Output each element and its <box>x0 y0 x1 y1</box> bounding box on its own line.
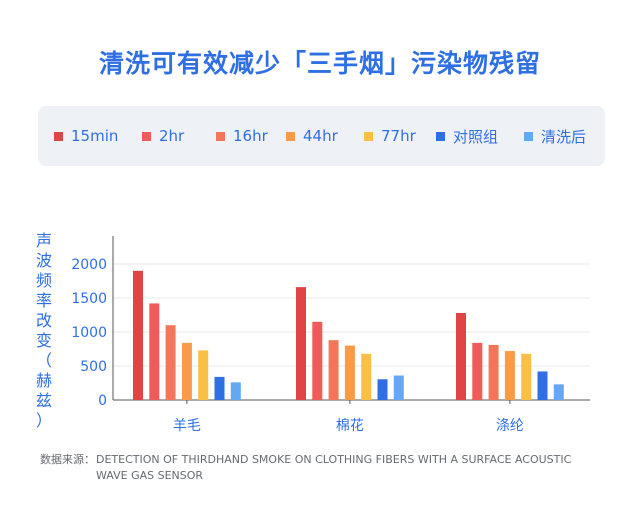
x-tick-label: 涤纶 <box>496 418 524 434</box>
y-tick-label: 0 <box>98 393 107 409</box>
bar <box>393 375 404 400</box>
y-tick-label: 1500 <box>71 291 107 307</box>
x-tick-label: 羊毛 <box>173 418 201 434</box>
legend-label: 2hr <box>159 127 185 145</box>
bar <box>344 345 355 400</box>
bar <box>198 350 209 400</box>
legend-swatch <box>524 131 533 141</box>
bar <box>165 325 176 400</box>
legend-swatch <box>54 131 63 141</box>
legend-item: 15min <box>54 106 118 166</box>
bar <box>504 351 515 400</box>
legend-item: 对照组 <box>436 106 498 166</box>
source-label: 数据来源： <box>40 453 95 466</box>
legend: 15min 2hr 16hr 44hr 77hr 对照组 清洗后 <box>38 106 605 166</box>
legend-item: 清洗后 <box>524 106 586 166</box>
bar <box>456 312 466 400</box>
bar <box>553 384 564 400</box>
y-tick-label: 1000 <box>71 325 107 341</box>
bar <box>149 303 160 400</box>
bar <box>488 344 499 400</box>
bar <box>521 353 532 400</box>
y-axis-label: 声波频率改变（赫兹） <box>36 231 52 430</box>
x-tick-label: 棉花 <box>336 417 364 434</box>
bar <box>296 287 306 400</box>
chart-title: 清洗可有效减少「三手烟」污染物残留 <box>98 49 541 78</box>
source-text: DETECTION OF THIRDHAND SMOKE ON CLOTHING… <box>96 453 572 482</box>
legend-swatch <box>142 131 151 141</box>
bar <box>230 382 241 400</box>
y-tick-label: 500 <box>80 359 107 375</box>
legend-swatch <box>436 131 445 141</box>
bar <box>377 379 388 400</box>
legend-label: 44hr <box>303 127 338 145</box>
bar <box>472 342 483 400</box>
bar <box>328 340 339 400</box>
legend-label: 清洗后 <box>541 127 587 146</box>
legend-swatch <box>364 131 373 141</box>
legend-swatch <box>286 131 295 141</box>
legend-label: 77hr <box>381 127 416 145</box>
bar <box>537 371 548 400</box>
y-tick-label: 2000 <box>71 257 107 273</box>
legend-label: 对照组 <box>453 127 499 146</box>
legend-label: 15min <box>71 127 119 145</box>
bar <box>181 342 192 400</box>
legend-item: 44hr <box>286 106 338 166</box>
legend-swatch <box>216 131 225 141</box>
bar <box>133 270 143 400</box>
legend-label: 16hr <box>233 127 268 145</box>
bar <box>214 376 225 400</box>
bar <box>361 353 372 400</box>
bar <box>312 321 323 400</box>
legend-item: 77hr <box>364 106 416 166</box>
legend-item: 16hr <box>216 106 268 166</box>
legend-item: 2hr <box>142 106 184 166</box>
